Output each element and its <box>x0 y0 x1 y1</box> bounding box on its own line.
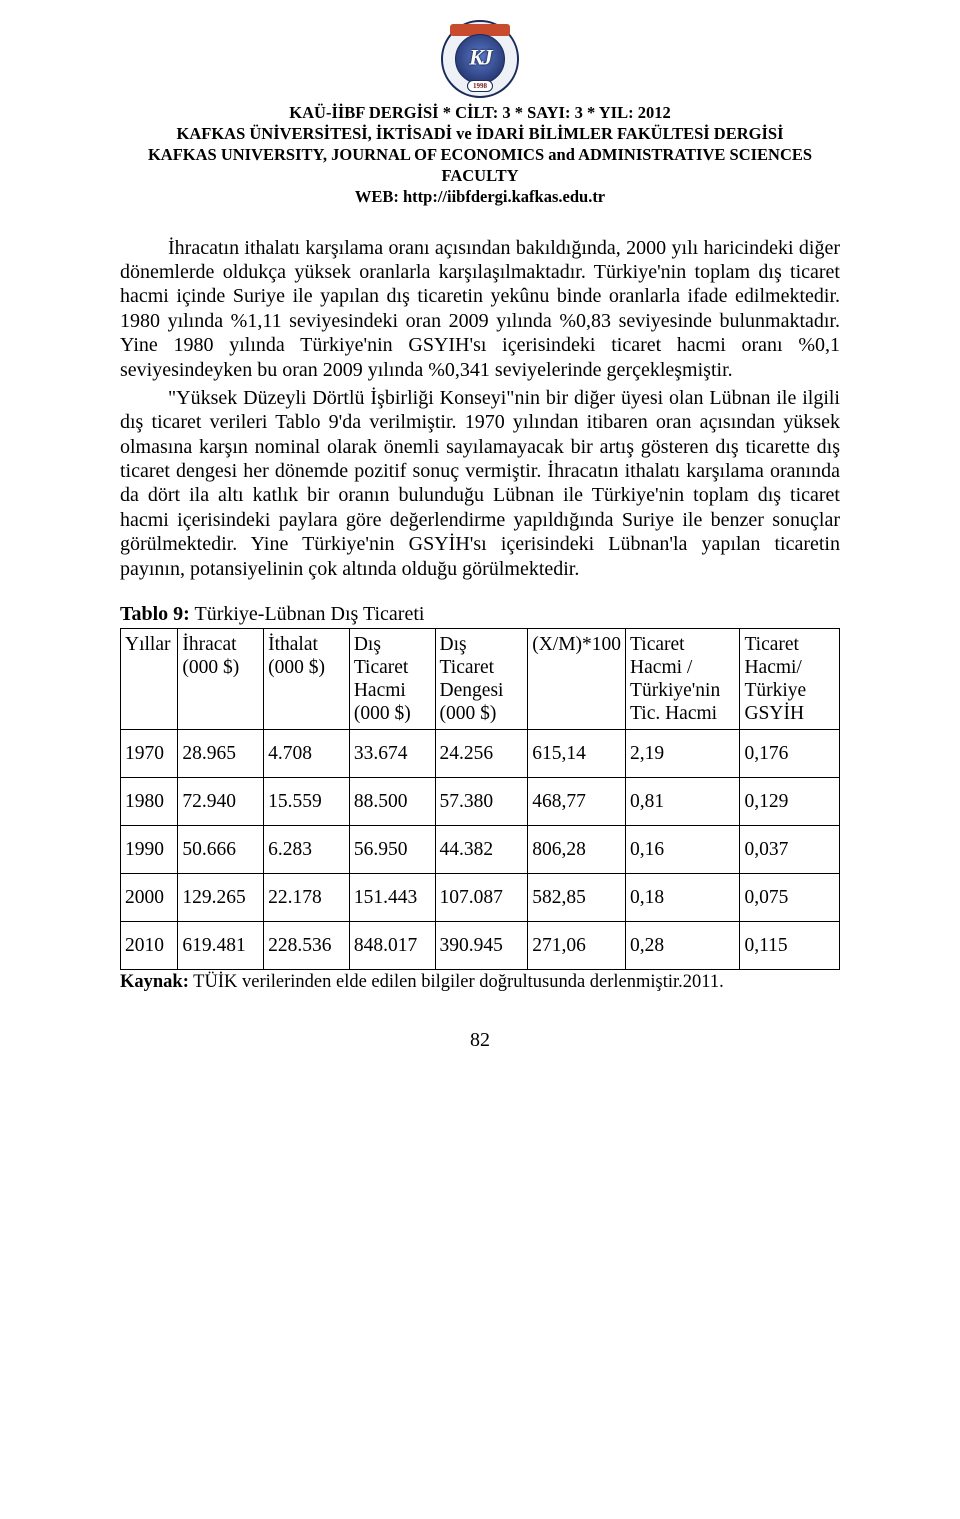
table-cell: 6.283 <box>264 826 350 874</box>
table-cell: 0,16 <box>626 826 740 874</box>
table-cell: 806,28 <box>528 826 626 874</box>
header-line-3: KAFKAS UNIVERSITY, JOURNAL OF ECONOMICS … <box>120 144 840 186</box>
table-cell: 56.950 <box>349 826 435 874</box>
table-col-header: Ticaret Hacmi / Türkiye'nin Tic. Hacmi <box>626 629 740 730</box>
table-body: 197028.9654.70833.67424.256615,142,190,1… <box>121 730 840 970</box>
table-cell: 0,037 <box>740 826 840 874</box>
table-cell: 2010 <box>121 922 178 970</box>
table-col-header: (X/M)*100 <box>528 629 626 730</box>
logo-graphic: KJ 1998 <box>441 20 519 98</box>
table-cell: 0,075 <box>740 874 840 922</box>
table-header-row: Yıllarİhracat (000 $)İthalat (000 $)Dış … <box>121 629 840 730</box>
table-cell: 0,81 <box>626 778 740 826</box>
table-row: 198072.94015.55988.50057.380468,770,810,… <box>121 778 840 826</box>
body-paragraph-1: İhracatın ithalatı karşılama oranı açısı… <box>120 236 840 382</box>
table-cell: 44.382 <box>435 826 528 874</box>
table-source: Kaynak: TÜİK verilerinden elde edilen bi… <box>120 972 840 993</box>
table-row: 2000129.26522.178151.443107.087582,850,1… <box>121 874 840 922</box>
table-col-header: Dış Ticaret Dengesi (000 $) <box>435 629 528 730</box>
table-cell: 129.265 <box>178 874 264 922</box>
source-text: TÜİK verilerinden elde edilen bilgiler d… <box>189 972 724 992</box>
table-col-header: Dış Ticaret Hacmi (000 $) <box>349 629 435 730</box>
journal-logo: KJ 1998 <box>120 20 840 98</box>
table-cell: 151.443 <box>349 874 435 922</box>
table-cell: 33.674 <box>349 730 435 778</box>
table-cell: 615,14 <box>528 730 626 778</box>
table-cell: 0,18 <box>626 874 740 922</box>
table-cell: 468,77 <box>528 778 626 826</box>
table-cell: 848.017 <box>349 922 435 970</box>
table-cell: 15.559 <box>264 778 350 826</box>
table-cell: 1970 <box>121 730 178 778</box>
table-row: 197028.9654.70833.67424.256615,142,190,1… <box>121 730 840 778</box>
table-cell: 4.708 <box>264 730 350 778</box>
table-cell: 72.940 <box>178 778 264 826</box>
body-paragraph-2: "Yüksek Düzeyli Dörtlü İşbirliği Konseyi… <box>120 386 840 581</box>
table-cell: 1980 <box>121 778 178 826</box>
table-title: Tablo 9: Türkiye-Lübnan Dış Ticareti <box>120 603 840 626</box>
header-line-4: WEB: http://iibfdergi.kafkas.edu.tr <box>120 186 840 207</box>
table-cell: 619.481 <box>178 922 264 970</box>
table-col-header: İhracat (000 $) <box>178 629 264 730</box>
source-label: Kaynak: <box>120 972 189 992</box>
table-cell: 271,06 <box>528 922 626 970</box>
table-cell: 0,28 <box>626 922 740 970</box>
table-cell: 0,176 <box>740 730 840 778</box>
table-cell: 390.945 <box>435 922 528 970</box>
table-row: 199050.6666.28356.95044.382806,280,160,0… <box>121 826 840 874</box>
page-number: 82 <box>120 1029 840 1052</box>
table-cell: 50.666 <box>178 826 264 874</box>
table-cell: 107.087 <box>435 874 528 922</box>
table-cell: 582,85 <box>528 874 626 922</box>
table-cell: 1990 <box>121 826 178 874</box>
header-line-1: KAÜ-İİBF DERGİSİ * CİLT: 3 * SAYI: 3 * Y… <box>120 102 840 123</box>
journal-header: KAÜ-İİBF DERGİSİ * CİLT: 3 * SAYI: 3 * Y… <box>120 102 840 208</box>
table-cell: 2000 <box>121 874 178 922</box>
logo-year: 1998 <box>467 80 493 92</box>
table-col-header: İthalat (000 $) <box>264 629 350 730</box>
table-cell: 88.500 <box>349 778 435 826</box>
table-cell: 0,129 <box>740 778 840 826</box>
table-cell: 28.965 <box>178 730 264 778</box>
table-title-label: Tablo 9: <box>120 603 190 625</box>
table-row: 2010619.481228.536848.017390.945271,060,… <box>121 922 840 970</box>
table-title-text: Türkiye-Lübnan Dış Ticareti <box>190 603 425 625</box>
table-cell: 228.536 <box>264 922 350 970</box>
trade-table: Yıllarİhracat (000 $)İthalat (000 $)Dış … <box>120 628 840 970</box>
table-cell: 57.380 <box>435 778 528 826</box>
table-col-header: Yıllar <box>121 629 178 730</box>
table-cell: 22.178 <box>264 874 350 922</box>
logo-letters: KJ <box>469 45 491 71</box>
table-cell: 2,19 <box>626 730 740 778</box>
table-cell: 24.256 <box>435 730 528 778</box>
table-col-header: Ticaret Hacmi/ Türkiye GSYİH <box>740 629 840 730</box>
header-line-2: KAFKAS ÜNİVERSİTESİ, İKTİSADİ ve İDARİ B… <box>120 123 840 144</box>
table-cell: 0,115 <box>740 922 840 970</box>
